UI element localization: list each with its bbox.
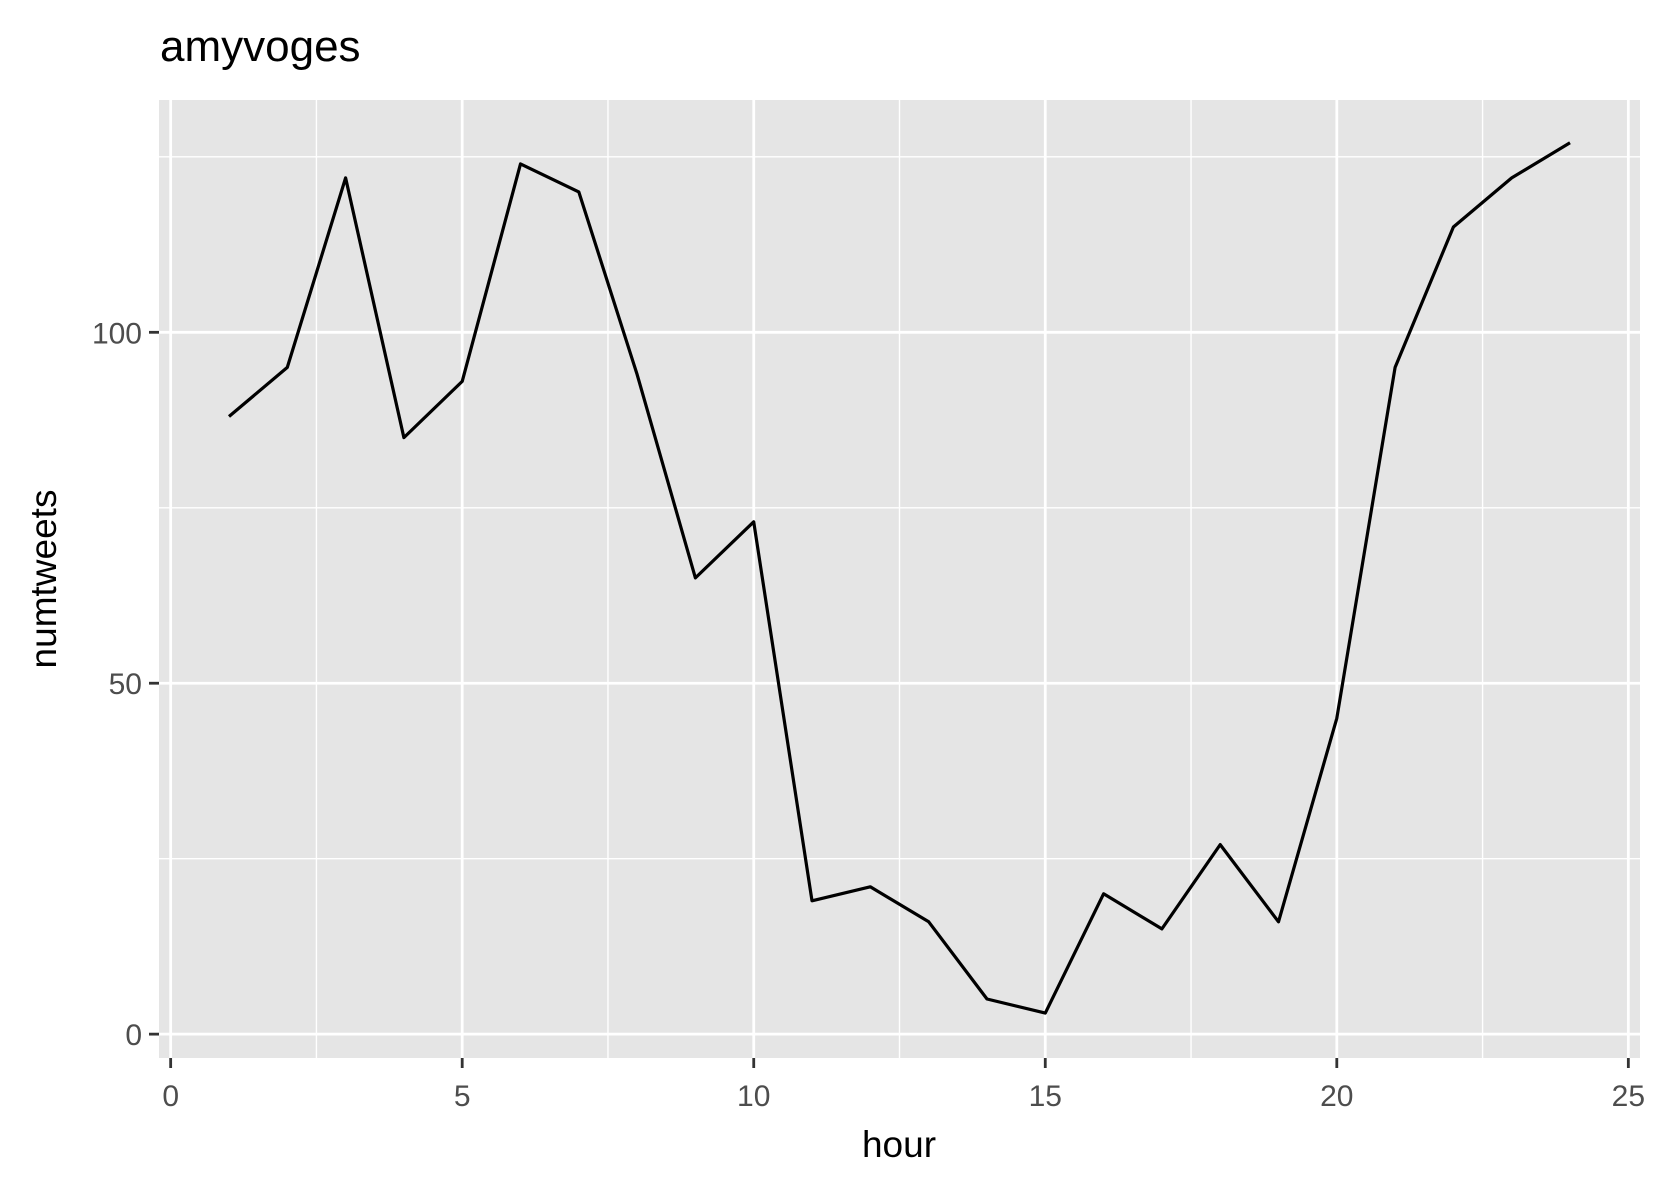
y-axis: 0 50 100: [92, 317, 159, 1052]
minor-gridlines: [159, 100, 1640, 1058]
series-line-0: [227, 141, 1571, 1015]
x-tick-label: 25: [1612, 1080, 1645, 1113]
x-tick-label: 15: [1029, 1080, 1062, 1113]
y-tick-label: 100: [92, 317, 142, 350]
y-tick-label: 50: [109, 668, 142, 701]
y-axis-title: numtweets: [23, 490, 64, 669]
x-tick-label: 20: [1320, 1080, 1353, 1113]
x-axis: 0 5 10 15 20 25: [162, 1058, 1645, 1113]
chart-title: amyvoges: [160, 22, 361, 71]
x-tick-label: 0: [162, 1080, 179, 1113]
x-axis-title: hour: [862, 1124, 936, 1165]
major-gridlines: [159, 100, 1640, 1058]
x-tick-label: 10: [737, 1080, 770, 1113]
x-tick-label: 5: [454, 1080, 471, 1113]
y-tick-label: 0: [125, 1019, 142, 1052]
series-layer: [227, 141, 1571, 1015]
